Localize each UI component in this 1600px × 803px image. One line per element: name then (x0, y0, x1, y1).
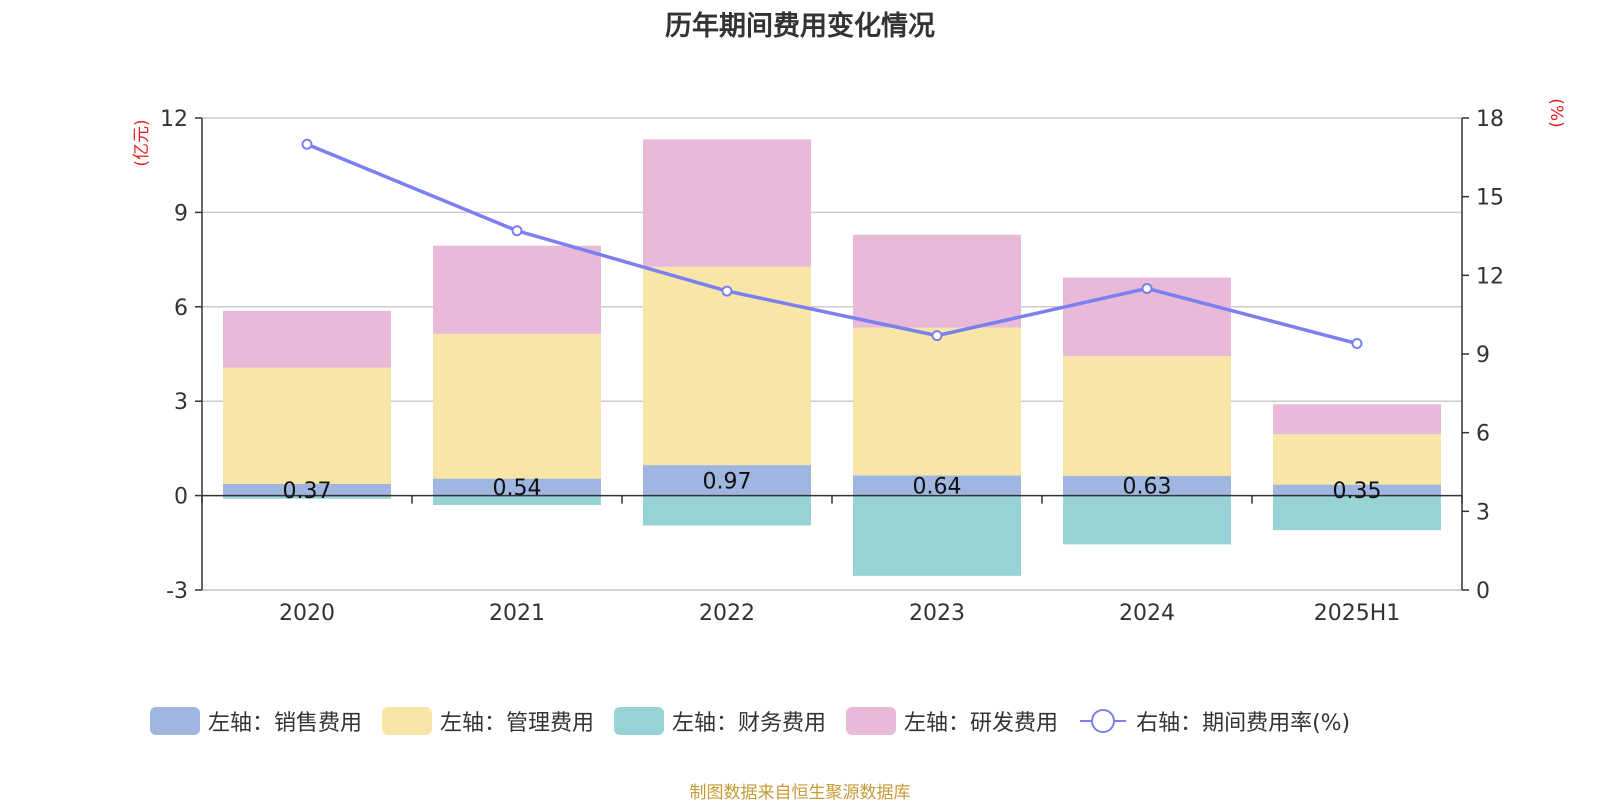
category-label: 2022 (699, 601, 755, 626)
rate-line-point (1351, 338, 1363, 350)
right-axis-tick-label: 18 (1476, 107, 1504, 132)
bar-segment (1063, 475, 1231, 496)
bar-segment (853, 495, 1021, 576)
category-label: 2021 (489, 601, 545, 626)
bar-segment (643, 495, 811, 526)
left-axis-unit: (亿元) (132, 119, 152, 166)
left-axis-tick-label: 6 (174, 296, 188, 321)
bar-segment (1273, 484, 1441, 496)
rate-line-point (931, 330, 943, 342)
bar-segment (433, 245, 601, 334)
bar-segment (223, 367, 391, 484)
data-label: 0.64 (913, 475, 962, 500)
rate-line-point (721, 285, 733, 297)
right-axis-tick-label: 3 (1476, 500, 1490, 525)
left-axis-tick-label: 12 (160, 107, 188, 132)
right-axis-tick-label: 15 (1476, 186, 1504, 211)
legend-line-icon (1080, 709, 1127, 733)
bar-segment (433, 333, 601, 479)
bar-segment (223, 310, 391, 368)
legend-item[interactable]: 左轴：销售费用 (150, 705, 362, 737)
legend-item[interactable]: 左轴：研发费用 (846, 705, 1058, 737)
legend-swatch (150, 707, 200, 735)
rate-line-point (1141, 282, 1153, 294)
bar-segment (643, 266, 811, 466)
legend-item[interactable]: 左轴：管理费用 (382, 705, 594, 737)
left-axis-tick-label: 0 (174, 485, 188, 510)
legend-label: 左轴：管理费用 (440, 711, 595, 736)
bar-segment (853, 327, 1021, 476)
left-axis-tick-label: 9 (174, 201, 188, 226)
bar-segment (643, 139, 811, 267)
bar-segment (853, 234, 1021, 328)
bar-segment (223, 483, 391, 496)
legend-label: 左轴：研发费用 (904, 711, 1059, 736)
category-label: 2020 (279, 601, 335, 626)
source-note: 制图数据来自恒生聚源数据库 (689, 783, 911, 803)
axes: -3 0 3 6 9 12 2020 2021 2022 2023 2024 2025H1 0 3 6 9 12… (132, 98, 1566, 626)
legend-item[interactable]: 左轴：财务费用 (614, 705, 826, 737)
bar-segment (433, 495, 601, 506)
bar-segment (1273, 434, 1441, 485)
legend-swatch (614, 707, 665, 735)
bar-segment (223, 495, 391, 499)
rate-line (301, 138, 1363, 350)
category-label: 2024 (1119, 601, 1175, 626)
legend-label: 左轴：财务费用 (672, 711, 827, 736)
legend-label: 左轴：销售费用 (208, 711, 363, 736)
bar-segment (853, 475, 1021, 496)
right-axis-tick-label: 12 (1476, 264, 1504, 289)
legend-swatch (382, 707, 433, 735)
data-label: 0.54 (493, 476, 542, 501)
left-axis-tick-label: 3 (174, 390, 188, 415)
bar-segment (1063, 356, 1231, 476)
category-label: 2025H1 (1314, 601, 1401, 626)
legend-item[interactable]: 右轴：期间费用率(%) (1078, 705, 1350, 737)
bars (223, 139, 1441, 576)
rate-line-point (511, 225, 523, 237)
bar-segment (643, 465, 811, 496)
category-label: 2023 (909, 601, 965, 626)
right-axis-tick-label: 9 (1476, 343, 1490, 368)
data-labels: 0.37 0.54 0.97 0.64 0.63 0.35 (283, 469, 1382, 504)
gridlines (202, 117, 1462, 591)
data-label: 0.37 (283, 479, 332, 504)
legend: 左轴：销售费用 左轴：管理费用 左轴：财务费用 左轴：研发费用 右轴：期间费用率(%) (150, 704, 1370, 738)
data-label: 0.97 (703, 469, 752, 494)
bar-segment (433, 478, 601, 496)
bar-segment (1273, 404, 1441, 435)
right-axis-tick-label: 0 (1476, 579, 1490, 604)
data-label: 0.35 (1333, 479, 1382, 504)
rate-line-path (306, 142, 1358, 346)
bar-segment (1063, 495, 1231, 545)
right-axis-tick-label: 6 (1476, 422, 1490, 447)
data-label: 0.63 (1123, 475, 1172, 500)
left-axis-tick-label: -3 (166, 579, 188, 604)
chart-title: 历年期间费用变化情况 (665, 11, 935, 42)
right-axis-unit: (%) (1546, 98, 1566, 127)
rate-line-point (301, 138, 313, 150)
legend-swatch (846, 707, 897, 735)
bar-segment (1273, 495, 1441, 531)
legend-label: 右轴：期间费用率(%) (1136, 711, 1351, 736)
